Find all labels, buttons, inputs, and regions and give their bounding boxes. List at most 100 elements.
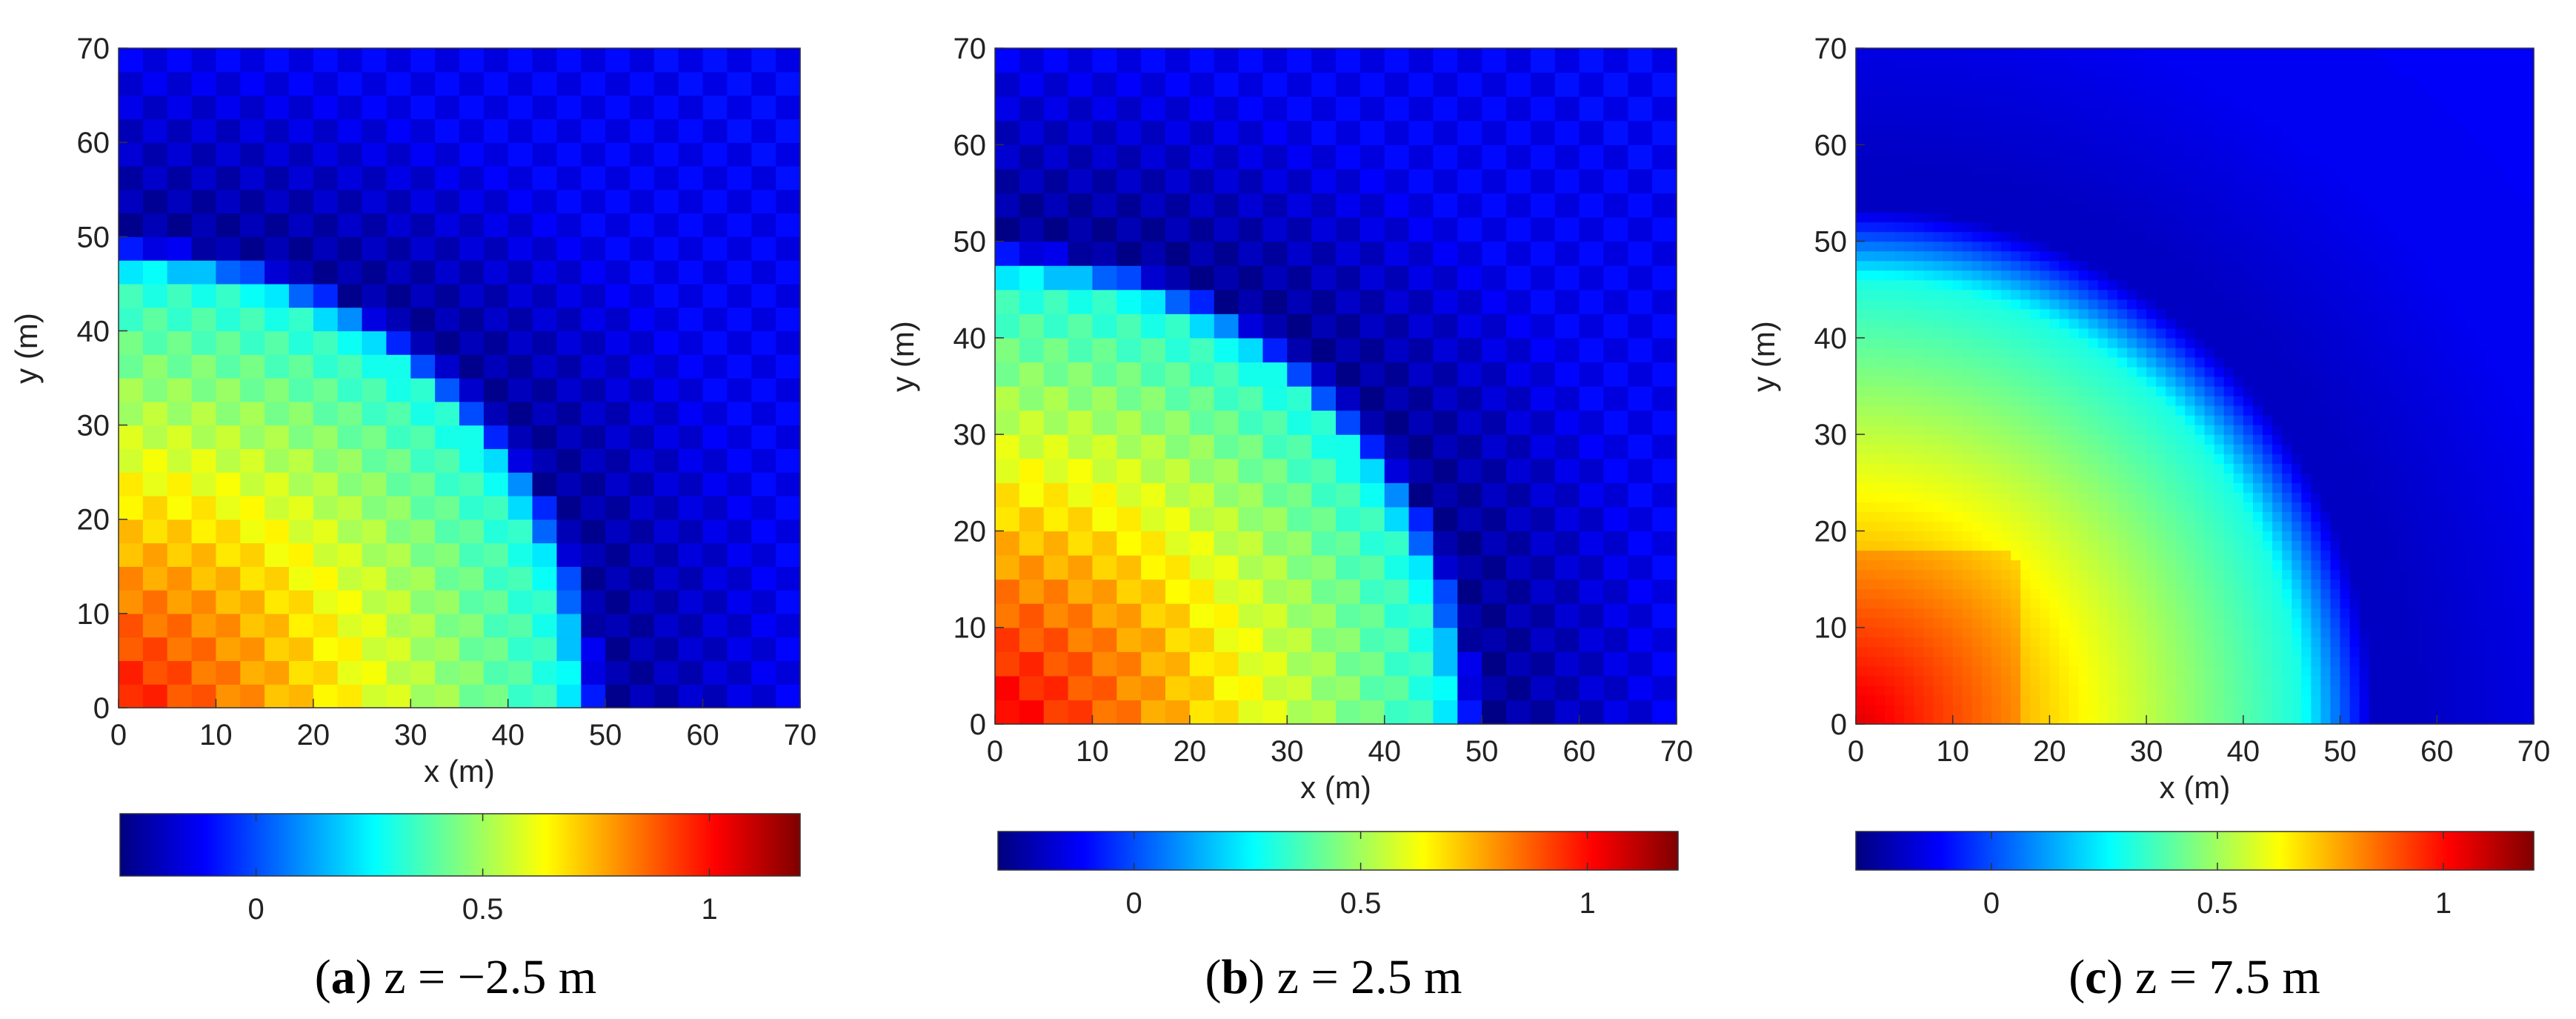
- heatmap-cell: [2427, 482, 2437, 493]
- heatmap-cell: [1433, 531, 1458, 556]
- heatmap-cell: [1336, 555, 1361, 580]
- heatmap-cell: [2272, 694, 2283, 706]
- heatmap-cell: [142, 142, 168, 167]
- heatmap-cell: [2194, 366, 2206, 377]
- heatmap-cell: [1019, 531, 1045, 556]
- heatmap-cell: [2504, 366, 2515, 377]
- heatmap-cell: [1894, 598, 1905, 609]
- heatmap-cell: [1971, 550, 1983, 561]
- heatmap-cell: [2437, 694, 2447, 706]
- heatmap-cell: [2040, 434, 2051, 445]
- heatmap-cell: [2020, 588, 2031, 600]
- heatmap-cell: [1914, 318, 1925, 329]
- heatmap-cell: [2097, 608, 2109, 619]
- heatmap-cell: [1043, 217, 1069, 242]
- heatmap-cell: [337, 566, 363, 591]
- heatmap-cell: [2330, 540, 2341, 551]
- heatmap-cell: [2194, 405, 2206, 416]
- heatmap-cell: [1603, 362, 1628, 387]
- heatmap-cell: [2388, 685, 2399, 696]
- heatmap-cell: [1384, 579, 1410, 604]
- heatmap-cell: [2378, 617, 2389, 628]
- heatmap-cell: [289, 48, 314, 73]
- heatmap-cell: [362, 165, 387, 190]
- heatmap-cell: [337, 236, 363, 261]
- heatmap-cell: [2523, 454, 2535, 464]
- heatmap-cell: [2388, 675, 2399, 686]
- heatmap-cell: [2272, 434, 2283, 445]
- heatmap-cell: [2194, 637, 2206, 648]
- heatmap-cell: [2311, 637, 2322, 648]
- heatmap-cell: [2263, 492, 2273, 502]
- heatmap-cell: [1311, 579, 1337, 604]
- heatmap-cell: [2369, 704, 2380, 715]
- heatmap-cell: [1457, 48, 1482, 73]
- heatmap-cell: [1554, 386, 1580, 411]
- heatmap-cell: [2069, 386, 2080, 396]
- heatmap-cell: [1384, 168, 1410, 194]
- heatmap-cell: [1943, 434, 1954, 445]
- heatmap-cell: [1971, 531, 1983, 542]
- heatmap-cell: [2107, 473, 2118, 483]
- heatmap-cell: [1554, 531, 1580, 556]
- heatmap-cell: [2485, 588, 2496, 600]
- heatmap-cell: [1408, 531, 1434, 556]
- heatmap-cell: [1894, 366, 1905, 377]
- heatmap-cell: [2311, 685, 2322, 696]
- heatmap-cell: [2272, 289, 2283, 300]
- heatmap-cell: [362, 236, 387, 261]
- heatmap-cell: [2097, 289, 2109, 300]
- heatmap-cell: [2097, 396, 2109, 406]
- heatmap-cell: [1952, 289, 1963, 300]
- heatmap-cell: [2185, 714, 2196, 725]
- heatmap-cell: [2214, 617, 2225, 628]
- heatmap-cell: [2030, 473, 2040, 483]
- heatmap-cell: [1603, 96, 1628, 122]
- heatmap-cell: [995, 579, 1020, 604]
- heatmap-cell: [2456, 511, 2467, 522]
- heatmap-cell: [507, 425, 533, 449]
- heatmap-cell: [2020, 347, 2031, 358]
- heatmap-cell: [459, 119, 485, 143]
- heatmap-cell: [1991, 617, 2002, 628]
- heatmap-cell: [2117, 386, 2128, 396]
- heatmap-cell: [1359, 506, 1385, 532]
- heatmap-cell: [386, 283, 411, 308]
- heatmap-cell: [2020, 511, 2031, 522]
- heatmap-cell: [2243, 627, 2254, 638]
- heatmap-cell: [2349, 521, 2360, 532]
- heatmap-cell: [2137, 434, 2147, 445]
- heatmap-cell: [435, 48, 460, 73]
- heatmap-cell: [2466, 579, 2477, 590]
- heatmap-cell: [2001, 356, 2011, 368]
- heatmap-cell: [2194, 347, 2206, 358]
- heatmap-cell: [2069, 328, 2080, 339]
- heatmap-cell: [1189, 603, 1215, 628]
- heatmap-cell: [776, 142, 801, 167]
- heatmap-cell: [2349, 685, 2360, 696]
- heatmap-cell: [1856, 289, 1866, 300]
- heatmap-cell: [1856, 714, 1866, 725]
- heatmap-cell: [2214, 308, 2225, 319]
- heatmap-cell: [2137, 482, 2147, 493]
- heatmap-cell: [678, 495, 704, 520]
- heatmap-cell: [313, 448, 339, 473]
- heatmap-cell: [2214, 656, 2225, 667]
- heatmap-cell: [2233, 279, 2244, 291]
- heatmap-cell: [1894, 482, 1905, 493]
- heatmap-cell: [2514, 502, 2525, 512]
- heatmap-cell: [776, 378, 801, 402]
- heatmap-cell: [2059, 328, 2070, 339]
- heatmap-cell: [556, 142, 582, 167]
- heatmap-cell: [678, 48, 704, 73]
- heatmap-cell: [1923, 308, 1934, 319]
- heatmap-cell: [2175, 482, 2186, 493]
- heatmap-cell: [2223, 473, 2234, 483]
- heatmap-cell: [751, 354, 776, 379]
- heatmap-cell: [2263, 415, 2273, 425]
- heatmap-cell: [2194, 289, 2206, 300]
- heatmap-cell: [2233, 308, 2244, 319]
- heatmap-cell: [2185, 356, 2196, 368]
- heatmap-cell: [1530, 265, 1556, 291]
- heatmap-cell: [2340, 356, 2351, 368]
